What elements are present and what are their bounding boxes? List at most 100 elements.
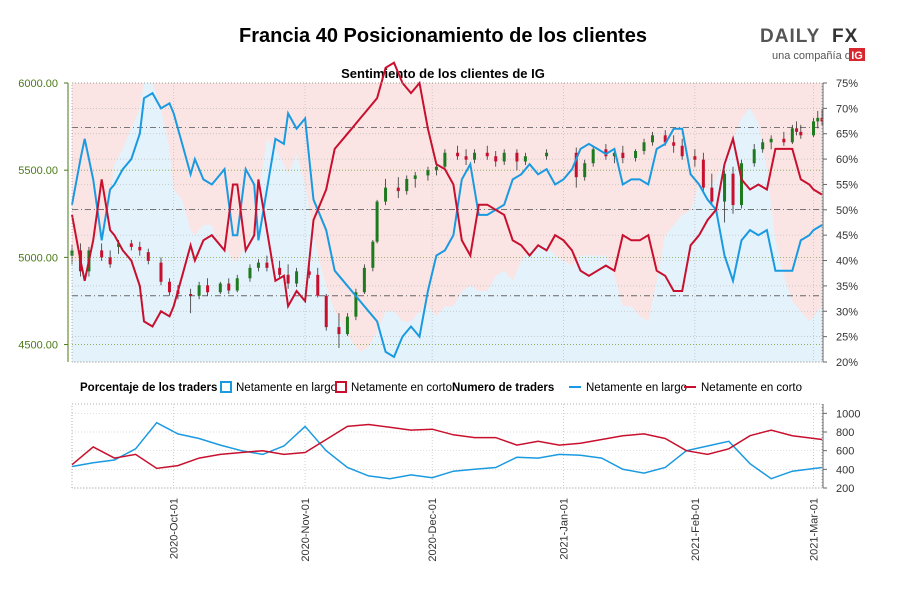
top-axes: 4500.00 5000.00 5500.00 6000.00 20% 25% 30% 35%… <box>18 78 858 369</box>
candle-body <box>265 262 269 268</box>
x-axis: 2020-Oct-01 2020-Nov-01 2020-Dec-01 2021-Ja… <box>169 498 821 562</box>
candle-body <box>456 152 460 157</box>
x-tick-label: 2020-Nov-01 <box>300 498 312 562</box>
brand-name-right: FX <box>832 26 858 47</box>
candle-body <box>769 138 773 143</box>
legend: Porcentaje de los traders Netamente en l… <box>80 381 802 394</box>
candle-body <box>723 173 727 202</box>
candle-body <box>167 281 171 293</box>
candle-body <box>799 131 803 136</box>
candle-body <box>782 138 786 143</box>
candle-body <box>583 163 587 178</box>
sentiment-background <box>72 83 822 362</box>
candle-body <box>523 156 527 162</box>
pct-long-line <box>71 91 823 359</box>
top-frame <box>71 82 823 363</box>
percentage-lines <box>71 61 823 359</box>
candle-body <box>502 152 506 162</box>
candle-body <box>324 295 328 328</box>
candle-body <box>286 274 290 284</box>
x-tick-label: 2020-Dec-01 <box>427 498 439 562</box>
candle-body <box>384 187 388 202</box>
candle-body <box>227 283 231 291</box>
x-tick-label: 2021-Mar-01 <box>809 498 821 561</box>
price-tick-label: 5000.00 <box>18 252 58 264</box>
legend-pct-long-label: Netamente en largo <box>236 382 337 394</box>
price-tick-label: 5500.00 <box>18 165 58 177</box>
candle-body <box>146 252 150 261</box>
candle-body <box>443 152 447 167</box>
candle-body <box>189 293 193 296</box>
candle-body <box>396 187 400 192</box>
candle-body <box>405 178 409 192</box>
candle-body <box>345 316 349 335</box>
pct-short-line <box>71 61 823 328</box>
candle-body <box>337 327 341 335</box>
candle-body <box>362 267 366 293</box>
ig-logo-text: IG <box>851 50 863 62</box>
candle-body <box>731 173 735 206</box>
candle-body <box>693 156 697 160</box>
candle-body <box>642 142 646 152</box>
candle-body <box>591 149 595 164</box>
pct-tick-label: 20% <box>836 357 858 369</box>
bottom-frame <box>71 403 823 489</box>
candle-body <box>197 285 201 296</box>
candle-body <box>138 246 142 251</box>
price-tick-label: 6000.00 <box>18 78 58 90</box>
candle-body <box>485 152 489 157</box>
candle-body <box>218 283 222 293</box>
brand-tagline: una compañía de <box>772 50 857 62</box>
price-reference-lines <box>72 127 822 297</box>
candle-body <box>701 159 705 188</box>
legend-num-heading: Numero de traders <box>452 382 554 394</box>
candle-body <box>612 152 616 157</box>
candle-body <box>790 128 794 143</box>
count-tick-label: 400 <box>836 464 854 476</box>
candle-body <box>354 292 358 317</box>
pct-tick-label: 35% <box>836 281 858 293</box>
candle-body <box>680 145 684 157</box>
candle-body <box>235 278 239 291</box>
candle-body <box>375 201 379 242</box>
count-short-line <box>71 423 823 470</box>
chart-subtitle: Sentimiento de los clientes de IG <box>341 66 545 81</box>
candle-body <box>621 152 625 158</box>
candle-body <box>761 142 765 150</box>
count-tick-label: 1000 <box>836 408 860 420</box>
pct-tick-label: 45% <box>836 230 858 242</box>
candle-body <box>248 267 252 279</box>
pct-tick-label: 25% <box>836 332 858 344</box>
legend-pct-short-label: Netamente en corto <box>351 382 452 394</box>
dailyfx-logo: DAILY FX una compañía de IG <box>760 26 865 62</box>
candle-body <box>108 257 112 265</box>
long-zone <box>72 83 822 362</box>
candle-body <box>739 163 743 206</box>
legend-num-long-label: Netamente en largo <box>586 382 687 394</box>
candle-body <box>651 135 655 143</box>
count-lines <box>71 421 823 480</box>
pct-tick-label: 75% <box>836 78 858 90</box>
x-tick-label: 2021-Feb-01 <box>690 498 702 561</box>
candle-body <box>464 156 468 160</box>
x-tick-label: 2020-Oct-01 <box>169 498 181 559</box>
chart-title: Francia 40 Posicionamiento de los client… <box>239 25 647 47</box>
candle-body <box>117 243 121 247</box>
pct-tick-label: 55% <box>836 179 858 191</box>
candle-body <box>159 262 163 282</box>
candle-body <box>752 149 756 164</box>
candle-body <box>100 250 104 258</box>
candle-body <box>710 187 714 202</box>
candle-body <box>256 262 260 268</box>
count-tick-label: 200 <box>836 483 854 495</box>
candle-body <box>634 151 638 158</box>
candle-body <box>278 267 282 275</box>
candle-body <box>663 135 667 143</box>
candle-body <box>816 117 820 122</box>
candle-body <box>295 271 299 284</box>
pct-tick-label: 60% <box>836 154 858 166</box>
pct-tick-label: 50% <box>836 205 858 217</box>
pct-tick-label: 70% <box>836 103 858 115</box>
candle-body <box>545 152 549 157</box>
